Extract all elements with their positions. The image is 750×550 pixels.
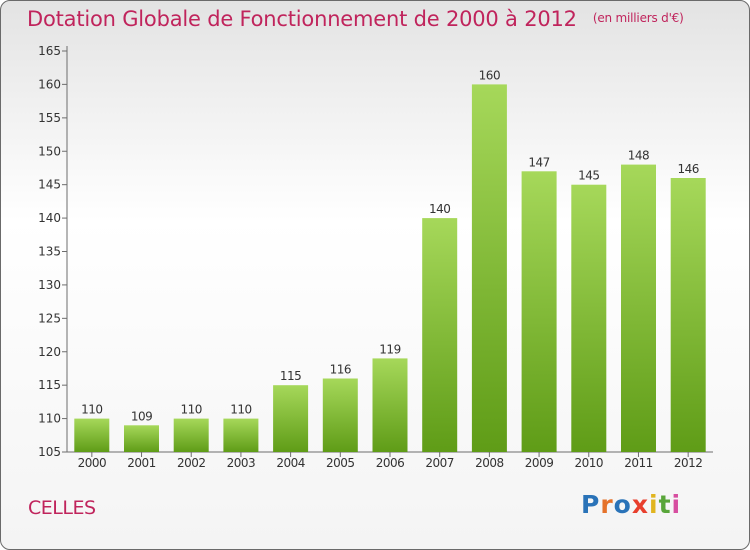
x-tick-label: 2005 bbox=[326, 456, 355, 470]
logo-letter: i bbox=[671, 490, 682, 519]
x-tick-label: 2011 bbox=[624, 456, 653, 470]
y-tick-label: 135 bbox=[38, 245, 61, 259]
x-tick-label: 2008 bbox=[475, 456, 504, 470]
logo-letter: x bbox=[631, 490, 649, 519]
data-label: 147 bbox=[528, 155, 549, 169]
y-tick-label: 105 bbox=[38, 445, 61, 459]
logo-letter: i bbox=[649, 490, 659, 519]
bar bbox=[124, 425, 159, 452]
logo-letter: t bbox=[658, 490, 672, 519]
bar bbox=[571, 184, 607, 452]
data-label: 110 bbox=[181, 403, 202, 417]
data-label: 145 bbox=[578, 169, 599, 183]
x-tick-label: 2004 bbox=[276, 456, 305, 470]
x-tick-label: 2012 bbox=[674, 456, 703, 470]
x-tick-label: 2003 bbox=[227, 456, 256, 470]
data-label: 115 bbox=[280, 369, 301, 383]
data-label: 116 bbox=[330, 362, 351, 376]
x-tick-label: 2007 bbox=[425, 456, 454, 470]
data-label: 110 bbox=[81, 403, 102, 417]
y-tick-label: 160 bbox=[38, 77, 61, 91]
data-label: 140 bbox=[429, 202, 450, 216]
data-label: 146 bbox=[677, 162, 698, 176]
logo-letter: P bbox=[581, 490, 601, 519]
bar bbox=[173, 418, 209, 452]
title-unit: (en milliers d'€) bbox=[592, 11, 684, 25]
y-tick-label: 145 bbox=[38, 178, 61, 192]
y-tick-label: 110 bbox=[38, 412, 61, 426]
y-tick-label: 150 bbox=[38, 144, 61, 158]
x-tick-label: 2001 bbox=[127, 456, 156, 470]
y-tick-label: 130 bbox=[38, 278, 61, 292]
bar bbox=[621, 164, 656, 452]
data-label: 119 bbox=[379, 342, 400, 356]
x-tick-label: 2006 bbox=[376, 456, 405, 470]
bar bbox=[273, 385, 309, 452]
data-label: 110 bbox=[230, 403, 251, 417]
bar bbox=[521, 171, 557, 453]
x-tick-label: 2010 bbox=[574, 456, 603, 470]
y-tick-label: 125 bbox=[38, 311, 61, 325]
bar bbox=[670, 178, 706, 452]
logo-letter: o bbox=[613, 490, 632, 519]
x-tick-label: 2000 bbox=[78, 456, 107, 470]
data-label: 148 bbox=[628, 149, 649, 163]
y-tick-label: 165 bbox=[38, 44, 61, 58]
commune-name: CELLES bbox=[28, 497, 96, 519]
bar bbox=[372, 358, 408, 452]
y-tick-label: 115 bbox=[38, 378, 61, 392]
x-tick-label: 2002 bbox=[177, 456, 206, 470]
data-label: 109 bbox=[131, 409, 152, 423]
logo-letter: r bbox=[600, 490, 614, 519]
chart-title: Dotation Globale de Fonctionnement de 20… bbox=[27, 7, 684, 31]
title-text: Dotation Globale de Fonctionnement de 20… bbox=[27, 7, 577, 31]
data-label: 160 bbox=[479, 68, 500, 82]
x-tick-label: 2009 bbox=[525, 456, 554, 470]
y-tick-label: 120 bbox=[38, 345, 61, 359]
bar bbox=[322, 378, 358, 452]
bar bbox=[223, 418, 259, 452]
y-tick-label: 140 bbox=[38, 211, 61, 225]
bar bbox=[471, 84, 507, 453]
bar bbox=[74, 418, 110, 452]
proxiti-logo: Proxiti bbox=[581, 490, 681, 519]
bar bbox=[422, 218, 458, 452]
y-tick-label: 155 bbox=[38, 111, 61, 125]
